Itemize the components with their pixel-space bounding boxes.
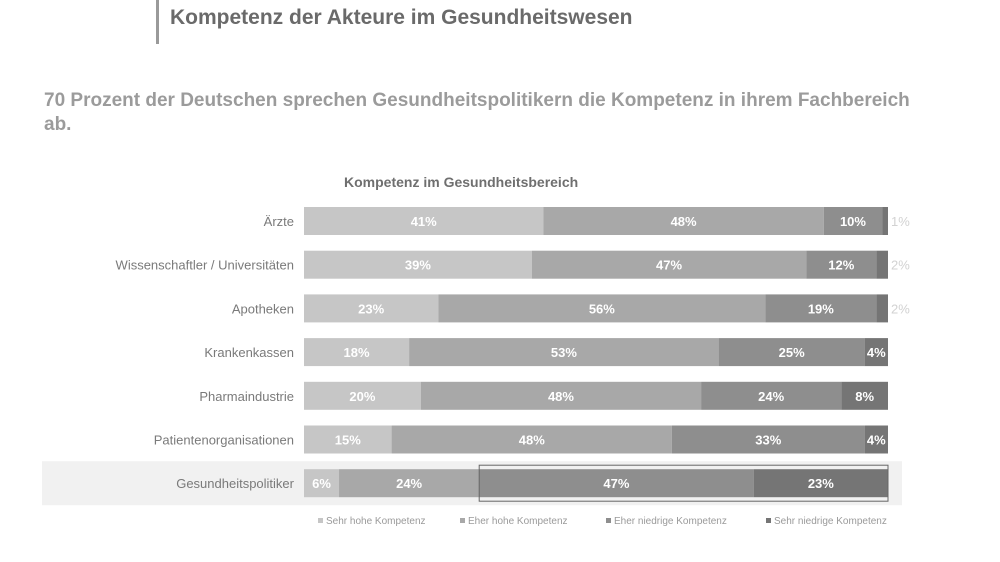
bar-segment xyxy=(409,338,719,367)
bar-segment xyxy=(391,425,672,454)
bar-row: Patientenorganisationen 15% 48% 33% 4% xyxy=(154,425,888,454)
bar-segment xyxy=(543,207,824,235)
data-label: 15% xyxy=(335,433,361,448)
data-label: 24% xyxy=(758,389,784,404)
bar-segment xyxy=(753,469,888,498)
bar-segment xyxy=(882,207,888,235)
data-label: 48% xyxy=(519,433,545,448)
data-label: 4% xyxy=(867,433,886,448)
bar-row: Apotheken 23% 56% 19% 2% xyxy=(232,294,910,323)
legend-item: Sehr niedrige Kompetenz xyxy=(766,516,887,527)
bar-segment xyxy=(765,294,877,323)
data-label: 33% xyxy=(755,433,781,448)
data-label: 56% xyxy=(589,301,615,316)
bar-row: Wissenschaftler / Universitäten 39% 47% 12%… xyxy=(116,250,910,279)
legend-label: Eher niedrige Kompetenz xyxy=(614,516,727,527)
legend-label: Sehr hohe Kompetenz xyxy=(326,516,426,527)
bar-segment xyxy=(304,425,392,454)
data-label: 12% xyxy=(828,258,854,273)
bar-segment xyxy=(339,469,480,498)
data-label: 48% xyxy=(548,389,574,404)
data-label: 1% xyxy=(891,214,910,229)
bar-segment xyxy=(718,338,865,367)
data-label: 41% xyxy=(411,214,437,229)
category-label: Patientenorganisationen xyxy=(154,433,294,448)
data-label: 23% xyxy=(358,301,384,316)
bar-segment xyxy=(304,469,340,498)
data-label: 53% xyxy=(551,345,577,360)
data-label: 47% xyxy=(656,258,682,273)
data-label: 39% xyxy=(405,258,431,273)
legend-swatch xyxy=(606,518,611,523)
legend-item: Eher niedrige Kompetenz xyxy=(606,516,727,527)
data-label: 18% xyxy=(344,345,370,360)
header-rule xyxy=(156,0,159,44)
legend-item: Sehr hohe Kompetenz xyxy=(318,516,426,527)
data-label: 23% xyxy=(808,476,834,491)
bar-segment xyxy=(671,425,865,454)
legend-swatch xyxy=(318,518,323,523)
bar-segment xyxy=(304,294,439,323)
bar-segment xyxy=(420,381,702,410)
bar-segment xyxy=(876,294,888,323)
legend-swatch xyxy=(460,518,465,523)
bar-segment xyxy=(823,207,883,235)
bar-segment xyxy=(531,250,807,279)
data-label: 20% xyxy=(349,389,375,404)
bar-segment xyxy=(864,425,888,454)
data-label: 2% xyxy=(891,301,910,316)
category-label: Gesundheitspolitiker xyxy=(176,476,294,491)
bars-group: Ärzte 41% 48% 10% 1% Wissenschaftler / Univer… xyxy=(116,207,910,498)
legend-swatch xyxy=(766,518,771,523)
data-label: 10% xyxy=(840,214,866,229)
legend: Sehr hohe Kompetenz Eher hohe Kompetenz Eh… xyxy=(318,516,887,527)
chart-title: Kompetenz im Gesundheitsbereich xyxy=(344,174,578,190)
bar-segment xyxy=(304,250,532,279)
data-label: 4% xyxy=(867,345,886,360)
category-label: Ärzte xyxy=(264,214,294,229)
data-label: 48% xyxy=(671,214,697,229)
bar-segment xyxy=(479,469,754,498)
page-title: Kompetenz der Akteure im Gesundheitswese… xyxy=(170,6,633,29)
highlight-box xyxy=(478,464,889,502)
data-label: 19% xyxy=(808,301,834,316)
legend-label: Sehr niedrige Kompetenz xyxy=(774,516,887,527)
bar-segment xyxy=(304,338,410,367)
bar-segment xyxy=(438,294,766,323)
bar-segment xyxy=(864,338,888,367)
category-label: Pharmaindustrie xyxy=(199,389,294,404)
bar-segment xyxy=(876,250,888,279)
category-label: Krankenkassen xyxy=(204,345,294,360)
data-label: 6% xyxy=(312,476,331,491)
legend-item: Eher hohe Kompetenz xyxy=(460,516,568,527)
bar-row: Ärzte 41% 48% 10% 1% xyxy=(264,207,910,235)
bar-segment xyxy=(304,207,544,235)
category-label: Apotheken xyxy=(232,301,294,316)
data-label: 25% xyxy=(779,345,805,360)
bar-row: Krankenkassen 18% 53% 25% 4% xyxy=(204,338,888,367)
page-subtitle: 70 Prozent der Deutschen sprechen Gesund… xyxy=(44,90,910,135)
bar-row: Pharmaindustrie 20% 48% 24% 8% xyxy=(199,381,888,410)
legend-label: Eher hohe Kompetenz xyxy=(468,516,568,527)
data-label: 2% xyxy=(891,258,910,273)
bar-segment xyxy=(841,381,888,410)
data-label: 8% xyxy=(855,389,874,404)
bar-row: Gesundheitspolitiker 6% 24% 47% 23% xyxy=(176,469,888,498)
data-label: 47% xyxy=(603,476,629,491)
category-label: Wissenschaftler / Universitäten xyxy=(116,258,294,273)
data-label: 24% xyxy=(396,476,422,491)
bar-segment xyxy=(806,250,877,279)
bar-segment xyxy=(304,381,421,410)
bar-segment xyxy=(701,381,842,410)
